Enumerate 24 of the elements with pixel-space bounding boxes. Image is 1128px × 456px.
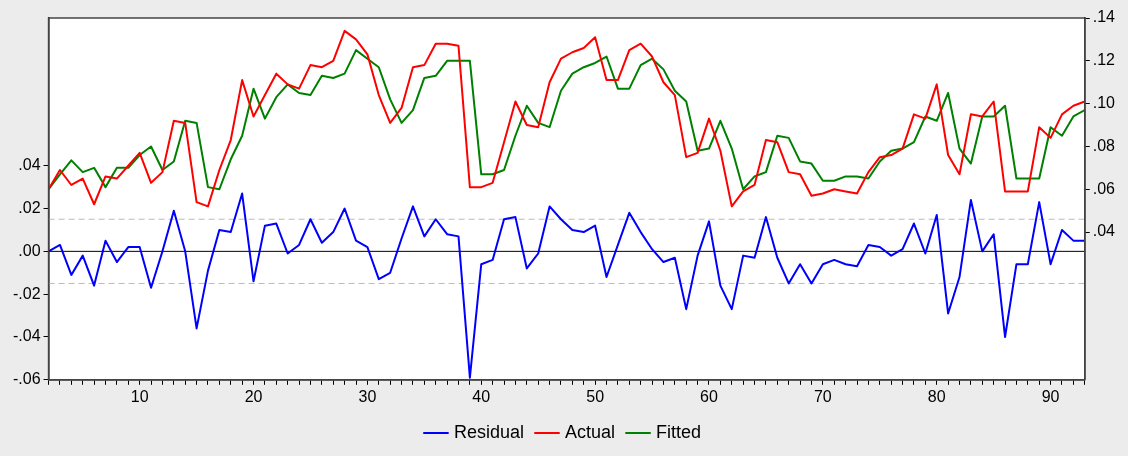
- x-tick-label: 80: [927, 387, 946, 405]
- y-tick-label: -.02: [12, 284, 41, 302]
- y2-tick-label: .06: [1092, 179, 1116, 197]
- y-tick-label: .04: [18, 156, 41, 174]
- legend-label: Residual: [453, 421, 524, 442]
- x-tick-label: 60: [700, 387, 718, 405]
- y-tick-label: -.06: [12, 370, 41, 388]
- legend-label: Fitted: [656, 421, 702, 442]
- x-tick-label: 50: [586, 387, 605, 405]
- y2-tick-label: .14: [1092, 8, 1116, 26]
- y-tick-label: -.04: [12, 327, 41, 345]
- x-tick-label: 10: [130, 387, 149, 405]
- x-tick-label: 70: [813, 387, 832, 405]
- y2-tick-label: .08: [1092, 136, 1116, 154]
- y-tick-label: .02: [18, 198, 41, 216]
- legend-label: Actual: [565, 421, 616, 442]
- x-tick-label: 30: [358, 387, 377, 405]
- y2-tick-label: .12: [1092, 51, 1116, 69]
- x-tick-label: 20: [244, 387, 263, 405]
- x-tick-label: 90: [1041, 387, 1060, 405]
- y-tick-label: .00: [18, 241, 41, 259]
- y2-tick-label: .04: [1092, 222, 1116, 240]
- y2-tick-label: .10: [1092, 94, 1116, 112]
- x-tick-label: 40: [472, 387, 491, 405]
